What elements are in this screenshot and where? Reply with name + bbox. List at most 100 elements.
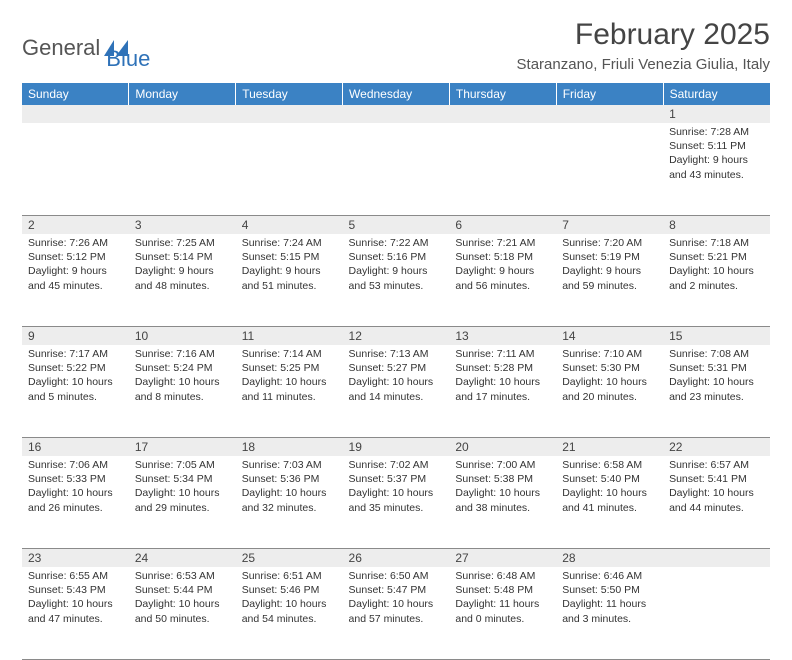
weekday-header: Friday	[556, 83, 663, 105]
day-body-cell: Sunrise: 6:57 AMSunset: 5:41 PMDaylight:…	[663, 456, 770, 549]
day-number: 5	[343, 216, 450, 234]
sunset-text: Sunset: 5:41 PM	[669, 472, 764, 486]
day-body-cell: Sunrise: 7:05 AMSunset: 5:34 PMDaylight:…	[129, 456, 236, 549]
day-number-cell: 4	[236, 216, 343, 235]
daylight-text: Daylight: 10 hours and 29 minutes.	[135, 486, 230, 514]
brand-word2: Blue	[106, 46, 150, 71]
daylight-text: Daylight: 10 hours and 32 minutes.	[242, 486, 337, 514]
daylight-text: Daylight: 10 hours and 41 minutes.	[562, 486, 657, 514]
sunset-text: Sunset: 5:36 PM	[242, 472, 337, 486]
brand-word1: General	[22, 35, 100, 60]
sunrise-text: Sunrise: 7:03 AM	[242, 458, 337, 472]
day-number-cell: 17	[129, 438, 236, 457]
sunrise-text: Sunrise: 7:16 AM	[135, 347, 230, 361]
sunrise-text: Sunrise: 6:53 AM	[135, 569, 230, 583]
sunrise-text: Sunrise: 7:25 AM	[135, 236, 230, 250]
daylight-text: Daylight: 9 hours and 51 minutes.	[242, 264, 337, 292]
day-number-cell: 25	[236, 549, 343, 568]
daylight-text: Daylight: 10 hours and 23 minutes.	[669, 375, 764, 403]
calendar-table: SundayMondayTuesdayWednesdayThursdayFrid…	[22, 83, 770, 660]
daylight-text: Daylight: 9 hours and 56 minutes.	[455, 264, 550, 292]
page-title: February 2025	[517, 18, 770, 52]
sunrise-text: Sunrise: 7:13 AM	[349, 347, 444, 361]
day-number-cell: 10	[129, 327, 236, 346]
day-number-cell: 11	[236, 327, 343, 346]
day-body-cell: Sunrise: 7:06 AMSunset: 5:33 PMDaylight:…	[22, 456, 129, 549]
day-number: 2	[22, 216, 129, 234]
sunset-text: Sunset: 5:25 PM	[242, 361, 337, 375]
day-number-cell: 2	[22, 216, 129, 235]
daylight-text: Daylight: 10 hours and 20 minutes.	[562, 375, 657, 403]
day-number: 18	[236, 438, 343, 456]
sunrise-text: Sunrise: 7:22 AM	[349, 236, 444, 250]
sunrise-text: Sunrise: 7:02 AM	[349, 458, 444, 472]
day-body-cell: Sunrise: 7:18 AMSunset: 5:21 PMDaylight:…	[663, 234, 770, 327]
sunrise-text: Sunrise: 6:46 AM	[562, 569, 657, 583]
day-body-cell: Sunrise: 6:51 AMSunset: 5:46 PMDaylight:…	[236, 567, 343, 660]
day-body-cell: Sunrise: 7:22 AMSunset: 5:16 PMDaylight:…	[343, 234, 450, 327]
sunrise-text: Sunrise: 6:55 AM	[28, 569, 123, 583]
day-number: 28	[556, 549, 663, 567]
day-body-cell: Sunrise: 7:10 AMSunset: 5:30 PMDaylight:…	[556, 345, 663, 438]
day-number-cell: 27	[449, 549, 556, 568]
weekday-header: Thursday	[449, 83, 556, 105]
sunset-text: Sunset: 5:12 PM	[28, 250, 123, 264]
day-number-cell: 1	[663, 105, 770, 123]
day-body-cell: Sunrise: 7:26 AMSunset: 5:12 PMDaylight:…	[22, 234, 129, 327]
day-number: 7	[556, 216, 663, 234]
day-body-cell: Sunrise: 7:00 AMSunset: 5:38 PMDaylight:…	[449, 456, 556, 549]
day-number: 22	[663, 438, 770, 456]
day-number-cell: 12	[343, 327, 450, 346]
day-number-cell: 23	[22, 549, 129, 568]
daylight-text: Daylight: 9 hours and 45 minutes.	[28, 264, 123, 292]
sunset-text: Sunset: 5:16 PM	[349, 250, 444, 264]
sunrise-text: Sunrise: 7:08 AM	[669, 347, 764, 361]
day-number-cell: 19	[343, 438, 450, 457]
day-number-cell: 3	[129, 216, 236, 235]
day-number-cell: 6	[449, 216, 556, 235]
sunrise-text: Sunrise: 6:58 AM	[562, 458, 657, 472]
day-number: 12	[343, 327, 450, 345]
day-number-cell	[343, 105, 450, 123]
sunrise-text: Sunrise: 7:28 AM	[669, 125, 764, 139]
day-body-cell	[22, 123, 129, 216]
day-number: 1	[663, 105, 770, 123]
day-number: 9	[22, 327, 129, 345]
day-body-cell: Sunrise: 7:08 AMSunset: 5:31 PMDaylight:…	[663, 345, 770, 438]
sunrise-text: Sunrise: 6:50 AM	[349, 569, 444, 583]
sunrise-text: Sunrise: 7:14 AM	[242, 347, 337, 361]
day-body-cell	[236, 123, 343, 216]
sunset-text: Sunset: 5:37 PM	[349, 472, 444, 486]
sunrise-text: Sunrise: 7:21 AM	[455, 236, 550, 250]
day-body-cell	[129, 123, 236, 216]
day-number-cell	[556, 105, 663, 123]
sunset-text: Sunset: 5:14 PM	[135, 250, 230, 264]
day-body-cell: Sunrise: 6:50 AMSunset: 5:47 PMDaylight:…	[343, 567, 450, 660]
location-subtitle: Staranzano, Friuli Venezia Giulia, Italy	[517, 56, 770, 73]
day-number-cell: 8	[663, 216, 770, 235]
day-number: 20	[449, 438, 556, 456]
sunset-text: Sunset: 5:50 PM	[562, 583, 657, 597]
day-number: 4	[236, 216, 343, 234]
day-number: 24	[129, 549, 236, 567]
day-number: 6	[449, 216, 556, 234]
weekday-header: Tuesday	[236, 83, 343, 105]
sunrise-text: Sunrise: 7:05 AM	[135, 458, 230, 472]
sunrise-text: Sunrise: 7:24 AM	[242, 236, 337, 250]
day-number-cell: 13	[449, 327, 556, 346]
day-number-cell	[663, 549, 770, 568]
day-number: 23	[22, 549, 129, 567]
day-number: 8	[663, 216, 770, 234]
sunset-text: Sunset: 5:18 PM	[455, 250, 550, 264]
day-number: 21	[556, 438, 663, 456]
day-number: 16	[22, 438, 129, 456]
day-body-cell	[663, 567, 770, 660]
day-number: 17	[129, 438, 236, 456]
day-body-cell: Sunrise: 6:53 AMSunset: 5:44 PMDaylight:…	[129, 567, 236, 660]
sunrise-text: Sunrise: 7:10 AM	[562, 347, 657, 361]
day-body-cell	[556, 123, 663, 216]
sunrise-text: Sunrise: 7:26 AM	[28, 236, 123, 250]
daylight-text: Daylight: 9 hours and 48 minutes.	[135, 264, 230, 292]
day-number-cell: 24	[129, 549, 236, 568]
day-body-cell: Sunrise: 7:16 AMSunset: 5:24 PMDaylight:…	[129, 345, 236, 438]
